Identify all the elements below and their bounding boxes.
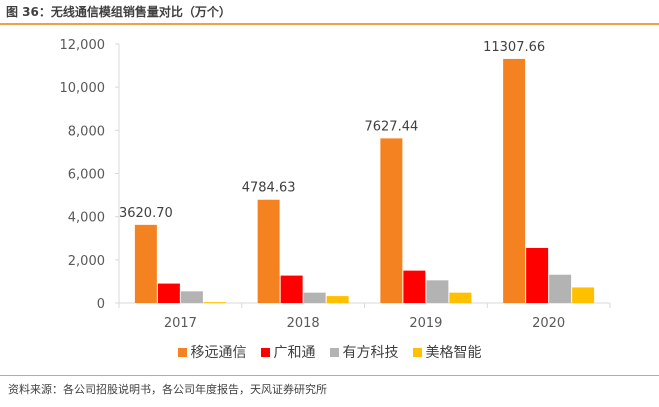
legend-swatch [177,347,187,357]
legend-label: 美格智能 [425,345,482,361]
y-tick-label: 4,000 [68,211,105,226]
bar-2-2018 [280,275,303,303]
y-tick-label: 2,000 [68,254,105,269]
bottom-rule [0,375,659,376]
legend-label: 移远通信 [190,345,247,361]
top-rule [0,23,659,25]
legend-swatch [329,347,339,357]
bar-3-2019 [426,280,449,303]
bar-4-2019 [449,292,472,303]
data-label: 11307.66 [483,40,545,55]
bar-2-2017 [157,283,180,303]
bar-chart: 0 2,000 4,000 6,000 8,000 10,000 12,000 3620.70… [60,38,611,331]
legend-label: 广和通 [273,345,316,361]
legend-item: 美格智能 [412,342,482,362]
bar-4-2020 [572,287,595,303]
bar-1-2018 [257,199,280,303]
data-label: 4784.63 [242,181,296,196]
legend-swatch [260,347,270,357]
legend-label: 有方科技 [342,345,399,361]
bar-1-2017 [134,224,157,303]
figure-title: 图 36：无线通信模组销售量对比（万个） [6,5,231,19]
y-tick-label: 10,000 [60,81,106,96]
bar-2-2019 [403,270,426,303]
x-tick-label: 2018 [287,316,320,331]
y-tick-label: 12,000 [60,38,106,53]
bar-1-2020 [503,58,526,303]
bar-4-2017 [203,302,226,303]
legend-item: 移远通信 [177,342,247,362]
bar-2-2020 [526,247,549,303]
bar-3-2018 [303,292,326,303]
bar-3-2020 [549,274,572,303]
x-tick-label: 2019 [409,316,442,331]
bar-3-2017 [180,291,203,303]
data-label: 3620.70 [119,206,173,221]
y-tick-label: 8,000 [68,124,105,139]
bar-4-2018 [326,296,349,303]
bar-1-2019 [380,138,403,303]
legend-item: 广和通 [260,342,316,362]
chart-legend: 移远通信 广和通 有方科技 美格智能 [0,342,659,362]
legend-item: 有方科技 [329,342,399,362]
y-tick-label: 6,000 [68,168,105,183]
source-note: 资料来源：各公司招股说明书，各公司年度报告，天风证券研究所 [8,383,327,396]
x-tick-label: 2020 [532,316,565,331]
x-tick-label: 2017 [164,316,197,331]
legend-swatch [412,347,422,357]
y-tick-label: 0 [97,297,105,312]
data-label: 7627.44 [364,119,418,134]
